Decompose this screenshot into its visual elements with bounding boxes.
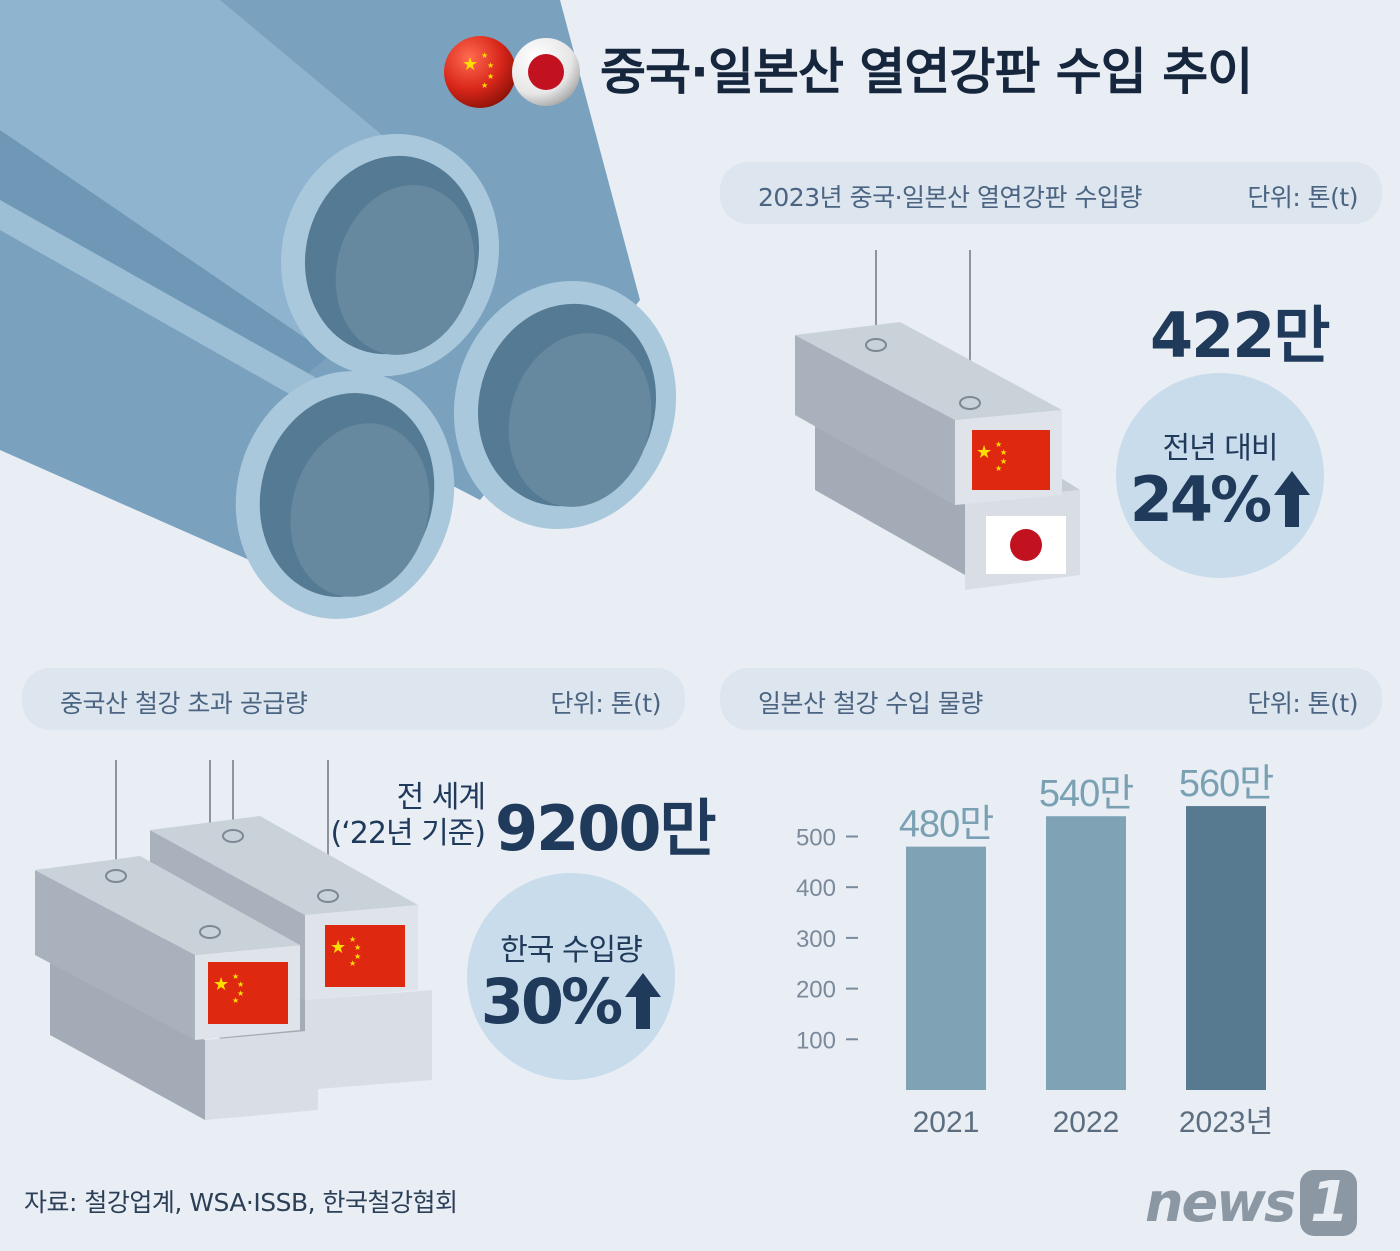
world-label-line1: 전 세계	[396, 780, 486, 815]
logo-mark: 1	[1300, 1170, 1358, 1236]
panel-japan-header: 일본산 철강 수입 물량 단위: 톤(t)	[720, 668, 1382, 730]
y-tick-label: 200	[796, 977, 836, 1004]
svg-text:★: ★	[349, 935, 356, 944]
svg-text:★: ★	[1000, 448, 1007, 457]
data-label: 480만	[899, 804, 993, 846]
panel-2023-title: 2023년 중국·일본산 열연강판 수입량	[758, 183, 1142, 212]
yoy-value: 24%	[1129, 463, 1272, 536]
world-label: 전 세계 (‘22년 기준)	[330, 780, 486, 852]
panel-china-unit: 단위: 톤(t)	[550, 689, 661, 718]
yoy-circle: 전년 대비 24%	[1116, 373, 1324, 578]
korea-import-value: 30%	[480, 965, 623, 1038]
svg-text:★: ★	[481, 81, 488, 90]
data-label: 560만	[1179, 763, 1273, 805]
panel-2023-unit: 단위: 톤(t)	[1247, 183, 1358, 212]
panel-japan-unit: 단위: 톤(t)	[1247, 689, 1358, 718]
x-tick-label: 2021	[913, 1106, 980, 1139]
y-tick-label: 100	[796, 1027, 836, 1054]
panel-japan-title: 일본산 철강 수입 물량	[758, 689, 983, 718]
data-label: 540만	[1039, 773, 1133, 815]
svg-text:★: ★	[354, 943, 361, 952]
svg-text:★: ★	[462, 54, 478, 75]
up-arrow-icon	[625, 973, 662, 1029]
svg-text:★: ★	[1000, 457, 1007, 466]
japan-import-bar-chart: 100 200 300 400 500 480만 2021 540만 2022 560만 2023년	[796, 763, 1274, 1139]
korea-import-label: 한국 수입량	[500, 933, 643, 968]
source-note: 자료: 철강업계, WSA·ISSB, 한국철강협회	[24, 1188, 458, 1217]
svg-text:★: ★	[213, 974, 229, 995]
korea-import-circle: 한국 수입량 30%	[467, 873, 675, 1080]
svg-text:★: ★	[354, 952, 361, 961]
page-title: 중국·일본산 열연강판 수입 추이	[600, 43, 1253, 101]
panel-china-header: 중국산 철강 초과 공급량 단위: 톤(t)	[22, 668, 685, 730]
world-label-line2: (‘22년 기준)	[330, 816, 486, 851]
svg-text:★: ★	[995, 440, 1002, 449]
steel-pipes-illustration	[0, 0, 677, 619]
svg-text:★: ★	[481, 51, 488, 60]
y-tick-label: 500	[796, 825, 836, 852]
svg-text:★: ★	[995, 464, 1002, 473]
svg-text:★: ★	[330, 937, 346, 958]
svg-text:★: ★	[976, 442, 992, 463]
svg-text:★: ★	[237, 980, 244, 989]
svg-text:★: ★	[349, 959, 356, 968]
svg-text:★: ★	[487, 72, 494, 81]
yoy-label: 전년 대비	[1162, 431, 1279, 466]
y-tick-label: 400	[796, 875, 836, 902]
bar-2021	[906, 846, 986, 1090]
bar-2023년	[1186, 806, 1266, 1090]
logo-text: news	[1145, 1171, 1296, 1234]
panel-china-title: 중국산 철강 초과 공급량	[60, 689, 308, 718]
china-flag-icon	[444, 36, 516, 108]
svg-text:★: ★	[232, 972, 239, 981]
y-tick-label: 300	[796, 926, 836, 953]
world-value: 9200만	[495, 792, 717, 865]
bar-2022	[1046, 816, 1126, 1090]
svg-text:★: ★	[487, 61, 494, 70]
steel-beams-2023-illustration: ★ ★ ★ ★ ★	[795, 250, 1080, 590]
steel-beams-china-illustration: ★ ★ ★ ★ ★ ★ ★ ★ ★ ★	[35, 760, 432, 1120]
x-tick-label: 2022	[1053, 1106, 1120, 1139]
total-2023-value: 422만	[1150, 299, 1330, 372]
svg-text:★: ★	[237, 989, 244, 998]
x-tick-label: 2023년	[1179, 1106, 1273, 1139]
up-arrow-icon	[1274, 471, 1311, 527]
svg-text:★: ★	[232, 996, 239, 1005]
panel-2023-header: 2023년 중국·일본산 열연강판 수입량 단위: 톤(t)	[720, 162, 1382, 224]
news1-logo: news 1	[1145, 1170, 1358, 1236]
